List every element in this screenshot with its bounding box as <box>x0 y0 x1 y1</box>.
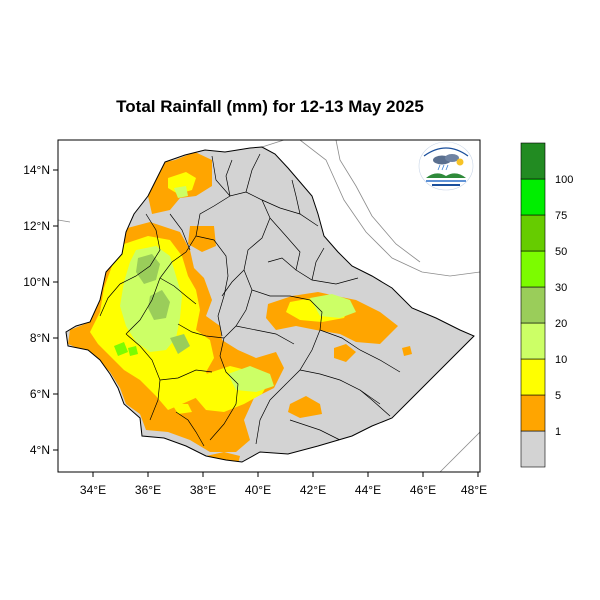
y-tick-label: 6°N <box>30 387 50 401</box>
legend-color-swatch <box>520 286 546 324</box>
y-tick-label: 8°N <box>30 331 50 345</box>
legend-color-swatch <box>520 178 546 216</box>
legend-label: 20 <box>555 318 567 330</box>
legend-color-swatch <box>520 250 546 288</box>
rain-layer-olivegreen <box>136 254 190 354</box>
map-plot-area <box>58 140 480 472</box>
legend-color-swatch <box>520 430 546 468</box>
legend-color-swatch <box>520 394 546 432</box>
eritrea-border-line <box>261 140 285 148</box>
x-tick-label: 42°E <box>300 483 326 497</box>
rainfall-layers <box>68 152 412 462</box>
rain-layer-brightgreen <box>114 342 138 356</box>
neighbor-borders <box>58 140 480 472</box>
sudan-border-line <box>58 219 71 223</box>
legend-color-swatch <box>520 214 546 252</box>
ethiopian-meteorology-institute-logo <box>418 141 474 191</box>
legend-label: 50 <box>555 246 567 258</box>
y-tick-label: 10°N <box>23 275 50 289</box>
x-tick-label: 44°E <box>355 483 381 497</box>
ethiopia-national-border <box>65 146 475 463</box>
legend-label: 30 <box>555 282 567 294</box>
y-axis: 14°N 12°N 10°N 8°N 6°N 4°N <box>23 163 58 457</box>
admin-boundaries <box>99 153 401 447</box>
x-tick-label: 40°E <box>245 483 271 497</box>
x-axis: 34°E 36°E 38°E 40°E 42°E 44°E 46°E 48°E <box>80 472 487 497</box>
legend-color-swatch <box>520 142 546 180</box>
y-tick-label: 4°N <box>30 443 50 457</box>
legend-label: 100 <box>555 174 573 186</box>
map-frame <box>57 139 481 473</box>
legend-label: 75 <box>555 210 567 222</box>
legend-label: 1 <box>555 426 561 438</box>
x-tick-label: 48°E <box>461 483 487 497</box>
red-sea-coastline <box>299 140 480 277</box>
x-tick-label: 38°E <box>190 483 216 497</box>
legend-label: 10 <box>555 354 567 366</box>
map-title: Total Rainfall (mm) for 12-13 May 2025 <box>116 97 424 116</box>
legend-color-swatch <box>520 358 546 396</box>
rainfall-legend: 1 5 10 20 30 50 75 100 <box>520 142 573 468</box>
eritrea-coast-line <box>335 140 421 263</box>
legend-color-swatch <box>520 322 546 360</box>
x-tick-label: 46°E <box>410 483 436 497</box>
x-tick-label: 36°E <box>135 483 161 497</box>
y-tick-label: 12°N <box>23 219 50 233</box>
somalia-coast-line <box>439 431 480 472</box>
legend-label: 5 <box>555 390 561 402</box>
y-tick-label: 14°N <box>23 163 50 177</box>
x-tick-label: 34°E <box>80 483 106 497</box>
